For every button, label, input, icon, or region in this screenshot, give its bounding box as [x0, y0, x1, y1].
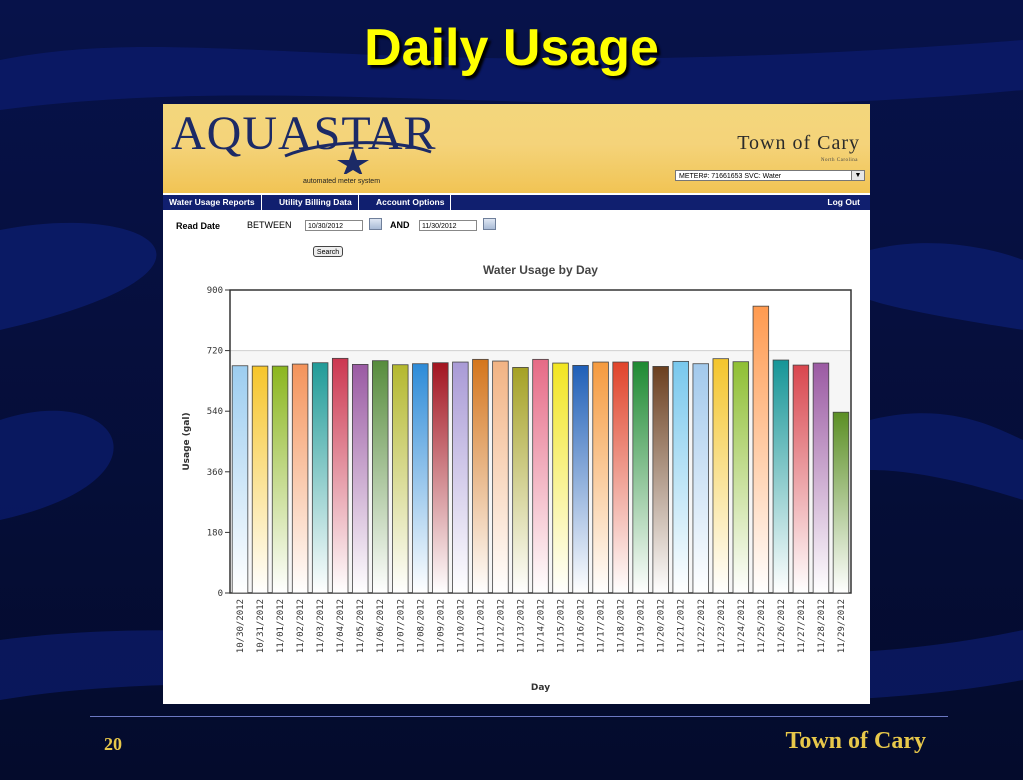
bar	[351, 364, 369, 594]
and-label: AND	[390, 220, 410, 230]
between-label: BETWEEN	[247, 220, 292, 230]
x-tick-label: 11/11/2012	[476, 599, 486, 653]
bar	[512, 367, 529, 594]
x-tick-label: 11/04/2012	[336, 599, 346, 653]
x-tick-label: 11/17/2012	[597, 599, 607, 653]
x-tick-label: 10/31/2012	[256, 599, 266, 653]
x-tick-label: 11/25/2012	[757, 599, 767, 653]
slide-title: Daily Usage	[364, 19, 659, 77]
y-tick-label: 720	[207, 347, 223, 357]
bar	[572, 365, 589, 594]
x-tick-label: 11/05/2012	[356, 599, 366, 653]
logo-subtitle: automated meter system	[303, 178, 381, 185]
bar	[692, 363, 709, 594]
x-tick-label: 11/19/2012	[637, 599, 647, 653]
x-tick-label: 11/16/2012	[577, 599, 587, 653]
read-date-label: Read Date	[176, 221, 221, 231]
y-tick-label: 360	[207, 468, 223, 478]
bar	[552, 362, 569, 594]
x-tick-label: 11/10/2012	[456, 599, 466, 653]
calendar-icon[interactable]	[483, 218, 496, 230]
bar	[772, 359, 790, 594]
end-date-input[interactable]: 11/30/2012	[419, 220, 477, 231]
bar	[331, 357, 349, 594]
x-tick-label: 11/01/2012	[276, 599, 286, 653]
calendar-icon[interactable]	[369, 218, 382, 230]
x-tick-label: 11/23/2012	[717, 599, 727, 653]
x-tick-label: 11/29/2012	[837, 599, 847, 653]
x-tick-label: 10/30/2012	[236, 599, 246, 653]
logo-swoosh-icon	[284, 141, 432, 174]
meter-select[interactable]: METER#: 71661653 SVC: Water ▼	[675, 170, 865, 181]
bar	[732, 361, 750, 594]
bar	[271, 365, 289, 594]
x-tick-label: 11/28/2012	[817, 599, 827, 653]
bar	[291, 363, 309, 594]
nav-account-options[interactable]: Account Options	[370, 195, 452, 210]
x-tick-label: 11/15/2012	[557, 599, 567, 653]
bar	[652, 366, 669, 594]
x-tick-label: 11/09/2012	[436, 599, 446, 653]
bar	[432, 362, 449, 594]
x-tick-label: 11/18/2012	[617, 599, 627, 653]
x-tick-label: 11/12/2012	[496, 599, 506, 653]
nav-utility-billing-data[interactable]: Utility Billing Data	[273, 195, 359, 210]
y-tick-label: 0	[218, 589, 223, 599]
bar	[792, 364, 810, 594]
header-banner: AQUASTAR automated meter system Town of …	[163, 104, 870, 193]
x-tick-label: 11/03/2012	[316, 599, 326, 653]
app-screenshot: AQUASTAR automated meter system Town of …	[163, 104, 870, 704]
nav-bar: Water Usage Reports Utility Billing Data…	[163, 195, 870, 210]
bar	[712, 358, 730, 594]
meter-select-value: METER#: 71661653 SVC: Water	[679, 173, 782, 180]
bar	[412, 363, 429, 594]
x-tick-label: 11/27/2012	[797, 599, 807, 653]
town-name: Town of Cary	[737, 132, 860, 154]
bar	[632, 361, 649, 594]
bar	[812, 362, 830, 594]
bar	[752, 305, 770, 594]
logout-link[interactable]: Log Out	[827, 197, 860, 207]
x-tick-label: 11/20/2012	[657, 599, 667, 653]
page-number: 20	[104, 734, 122, 754]
usage-bar-chart: Water Usage by Day 0 180 360 540 720 900 Usage …	[182, 263, 852, 693]
chart-title: Water Usage by Day	[483, 263, 598, 277]
y-tick-label: 900	[207, 286, 223, 296]
bar	[311, 362, 329, 594]
start-date-input[interactable]: 10/30/2012	[305, 220, 363, 231]
chevron-down-icon[interactable]: ▼	[851, 171, 864, 180]
x-tick-label: 11/13/2012	[516, 599, 526, 653]
bar	[532, 358, 549, 594]
bar	[231, 365, 249, 594]
bar	[472, 358, 489, 594]
bar	[392, 364, 409, 594]
footer-divider	[90, 716, 948, 717]
x-tick-label: 11/06/2012	[376, 599, 386, 653]
bar	[592, 361, 609, 594]
nav-water-usage-reports[interactable]: Water Usage Reports	[163, 195, 262, 210]
x-tick-label: 11/21/2012	[677, 599, 687, 653]
x-tick-label: 11/07/2012	[396, 599, 406, 653]
town-state: North Carolina	[820, 158, 858, 163]
y-tick-label: 180	[207, 528, 223, 538]
y-axis-label: Usage (gal)	[182, 412, 192, 470]
bar	[612, 361, 629, 594]
search-button[interactable]: Search	[313, 246, 343, 257]
x-tick-label: 11/22/2012	[697, 599, 707, 653]
x-tick-label: 11/14/2012	[537, 599, 547, 653]
bar	[492, 360, 509, 594]
x-tick-label: 11/08/2012	[416, 599, 426, 653]
footer-brand: Town of Cary	[785, 728, 926, 754]
x-tick-label: 11/26/2012	[777, 599, 787, 653]
x-tick-label: 11/24/2012	[737, 599, 747, 653]
bar	[372, 360, 389, 594]
bar	[452, 361, 469, 594]
x-tick-label: 11/02/2012	[296, 599, 306, 653]
bar	[251, 365, 269, 594]
bar	[832, 411, 850, 594]
bar	[672, 360, 689, 594]
x-axis-label: Day	[531, 683, 550, 693]
y-tick-label: 540	[207, 407, 223, 417]
